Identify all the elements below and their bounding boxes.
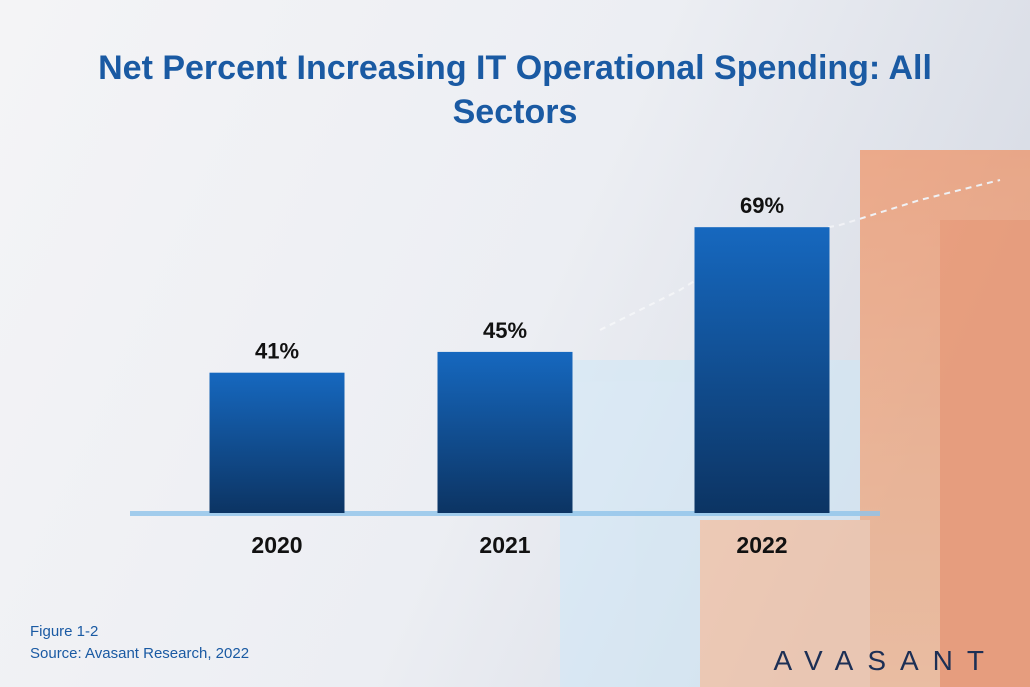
logo: AVASANT [773,645,998,676]
figure-label: Figure 1-2 [30,623,99,640]
value-label: 45% [483,318,527,343]
value-label: 69% [740,193,784,218]
x-tick-label: 2022 [736,532,787,558]
bar [437,351,573,513]
bar [694,227,830,513]
baseline [130,511,880,516]
chart-title: Net Percent Increasing IT Operational Sp… [98,49,932,131]
source: Source: Avasant Research, 2022 [30,645,250,662]
bar [209,372,345,513]
x-tick-label: 2021 [479,532,530,558]
x-tick-label: 2020 [251,532,302,558]
value-label: 41% [255,339,299,364]
